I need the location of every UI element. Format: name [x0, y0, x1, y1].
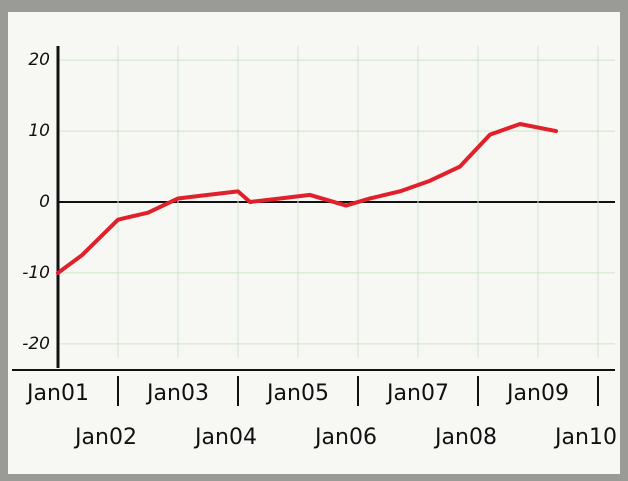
data-line	[56, 122, 558, 275]
y-tick-label: 20	[28, 50, 50, 70]
x-tick-label: Jan08	[433, 425, 497, 450]
paper	[8, 12, 620, 474]
x-tick-label: Jan04	[193, 425, 257, 450]
x-tick-label: Jan06	[313, 425, 377, 450]
x-tick-label: Jan02	[73, 425, 137, 450]
x-tick-label: Jan01	[25, 381, 89, 406]
x-tick-label: Jan03	[145, 381, 209, 406]
x-tick-label: Jan07	[385, 381, 449, 406]
y-tick-label: 0	[39, 192, 50, 212]
y-tick-label: 10	[28, 121, 50, 141]
x-tick-label: Jan09	[505, 381, 569, 406]
y-tick-label: -10	[22, 263, 50, 283]
x-tick-label: Jan10	[553, 425, 617, 450]
y-tick-label: -20	[22, 334, 50, 354]
x-tick-label: Jan05	[265, 381, 329, 406]
